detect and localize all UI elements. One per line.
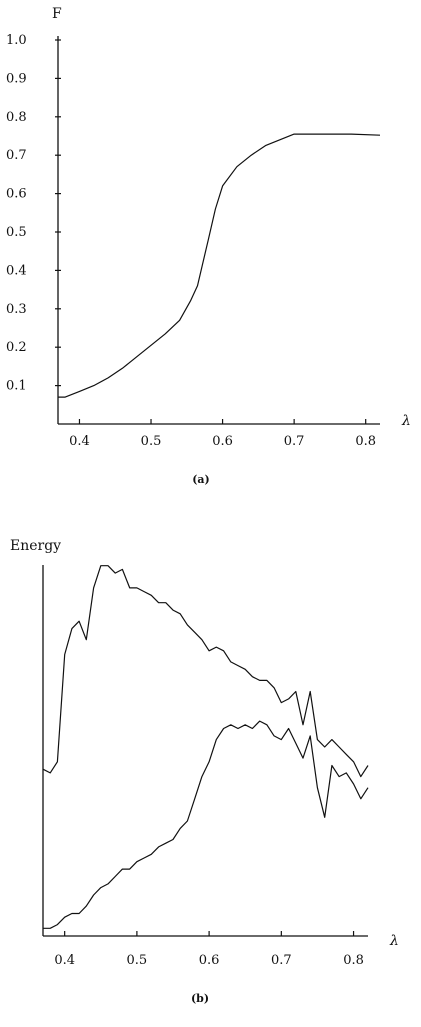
y-tick-label: 0.7 bbox=[6, 148, 27, 163]
y-tick-label: 0.1 bbox=[6, 379, 27, 394]
y-axis-title: Energy bbox=[10, 538, 61, 554]
y-tick-label: 0.8 bbox=[6, 110, 27, 125]
y-tick-label: 0.2 bbox=[6, 340, 27, 355]
x-tick-label: 0.4 bbox=[54, 953, 75, 968]
y-tick-label: 0.4 bbox=[6, 263, 27, 278]
x-axis-title: λ bbox=[389, 933, 399, 949]
series-line-lower bbox=[43, 720, 369, 929]
y-axis-title: F bbox=[52, 6, 62, 22]
x-tick-label: 0.5 bbox=[141, 434, 162, 449]
x-tick-label: 0.6 bbox=[212, 434, 233, 449]
y-tick-label: 0.6 bbox=[6, 187, 27, 202]
y-tick-label: 1.0 bbox=[6, 33, 27, 48]
x-tick-label: 0.8 bbox=[355, 434, 376, 449]
x-tick-label: 0.7 bbox=[271, 953, 292, 968]
x-axis-title: λ bbox=[401, 413, 411, 429]
x-tick-label: 0.5 bbox=[127, 953, 148, 968]
chart-a: 0.1 0.2 0.3 0.4 0.5 0.6 0.7 0.8 0.9 1.0 0.4 0.5 0.6 0… bbox=[6, 6, 411, 486]
chart-caption: (a) bbox=[192, 473, 210, 486]
series-line-upper bbox=[42, 565, 369, 778]
x-tick-label: 0.4 bbox=[69, 434, 90, 449]
series-line-f bbox=[58, 133, 381, 398]
chart-b: 0.4 0.5 0.6 0.7 0.8 Energy λ (b) bbox=[10, 538, 399, 1005]
y-tick-label: 0.5 bbox=[6, 225, 27, 240]
x-tick-label: 0.7 bbox=[284, 434, 305, 449]
x-tick-label: 0.6 bbox=[199, 953, 220, 968]
chart-caption: (b) bbox=[191, 992, 209, 1005]
y-tick-label: 0.9 bbox=[6, 71, 27, 86]
x-tick-label: 0.8 bbox=[343, 953, 364, 968]
y-tick-label: 0.3 bbox=[6, 302, 27, 317]
